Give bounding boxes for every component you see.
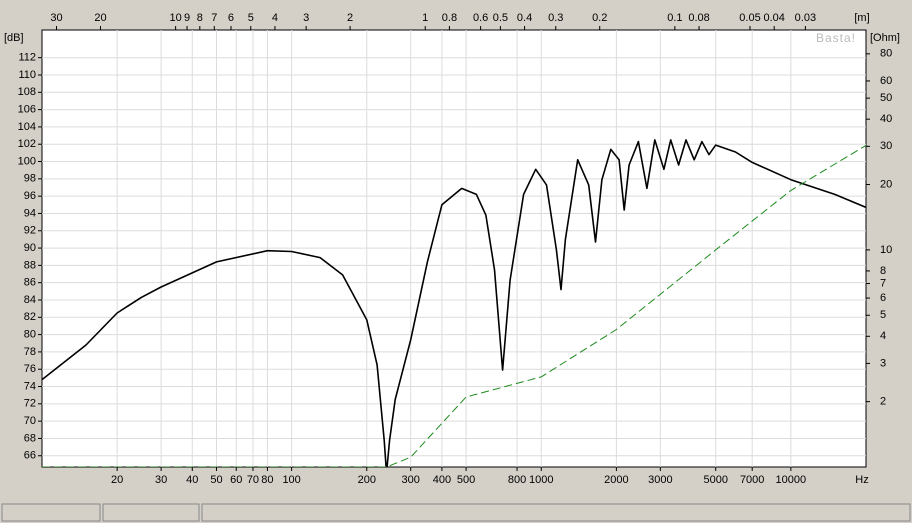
y-tick-label: 110 [18, 69, 36, 81]
status-panel [102, 503, 200, 522]
x-tick-label: 70 [247, 474, 259, 486]
y2-tick-label: 5 [880, 309, 886, 321]
x2-tick-label: 0.03 [795, 12, 816, 24]
y-tick-label: 112 [18, 52, 36, 64]
y-tick-label: 84 [24, 294, 36, 306]
y2-tick-label: 20 [880, 178, 892, 190]
status-panel [1, 503, 101, 522]
x-tick-label: 5000 [703, 474, 727, 486]
y-tick-label: 98 [24, 173, 36, 185]
x2-tick-label: 2 [347, 12, 353, 24]
y2-tick-label: 6 [880, 292, 886, 304]
x2-tick-label: 4 [272, 12, 278, 24]
x-axis-unit: Hz [855, 474, 868, 486]
y-tick-label: 68 [24, 432, 36, 444]
x-tick-label: 10000 [776, 474, 807, 486]
x2-tick-label: 7 [211, 12, 217, 24]
x2-tick-label: 8 [197, 12, 203, 24]
y2-tick-label: 8 [880, 265, 886, 277]
x2-tick-label: 10 [169, 12, 181, 24]
x2-tick-label: 0.3 [548, 12, 563, 24]
x-tick-label: 80 [261, 474, 273, 486]
x-tick-label: 60 [230, 474, 242, 486]
x2-tick-label: 0.4 [517, 12, 532, 24]
x-tick-label: 1000 [529, 474, 553, 486]
y2-tick-label: 3 [880, 357, 886, 369]
y-tick-label: 80 [24, 329, 36, 341]
x-tick-label: 3000 [648, 474, 672, 486]
x-tick-label: 100 [282, 474, 300, 486]
status-bar [0, 500, 912, 523]
x-tick-label: 200 [358, 474, 376, 486]
x2-tick-label: 30 [50, 12, 62, 24]
y-tick-label: 106 [18, 104, 36, 116]
y-tick-label: 76 [24, 363, 36, 375]
y-tick-label: 86 [24, 277, 36, 289]
y-tick-label: 94 [24, 207, 36, 219]
watermark: Basta! [816, 31, 856, 45]
y-tick-label: 100 [18, 155, 36, 167]
grid [42, 30, 866, 467]
y-tick-label: 108 [18, 86, 36, 98]
y-axis-label: [dB] [4, 32, 24, 44]
x-tick-label: 2000 [604, 474, 628, 486]
status-bar-bg [0, 500, 912, 523]
y-tick-label: 102 [18, 138, 36, 150]
series-line [42, 144, 866, 467]
y2-tick-label: 60 [880, 75, 892, 87]
y-tick-label: 72 [24, 398, 36, 410]
x2-tick-label: 0.5 [493, 12, 508, 24]
x2-tick-label: 5 [248, 12, 254, 24]
x-tick-label: 7000 [740, 474, 764, 486]
y-tick-label: 66 [24, 450, 36, 462]
x2-tick-label: 20 [94, 12, 106, 24]
status-panel [201, 503, 911, 522]
y-tick-label: 90 [24, 242, 36, 254]
x2-tick-label: 9 [184, 12, 190, 24]
x2-tick-label: 0.6 [473, 12, 488, 24]
x2-tick-label: 0.2 [592, 12, 607, 24]
y2-tick-label: 7 [880, 277, 886, 289]
y-tick-label: 70 [24, 415, 36, 427]
y-tick-label: 78 [24, 346, 36, 358]
y2-tick-label: 30 [880, 140, 892, 152]
x2-tick-label: 3 [303, 12, 309, 24]
y2-tick-label: 50 [880, 92, 892, 104]
x2-tick-label: 0.8 [442, 12, 457, 24]
x2-tick-label: 0.04 [763, 12, 784, 24]
x-tick-label: 40 [186, 474, 198, 486]
x-tick-label: 500 [457, 474, 475, 486]
x-tick-label: 50 [210, 474, 222, 486]
x-tick-label: 300 [402, 474, 420, 486]
x2-tick-label: 1 [422, 12, 428, 24]
y2-axis-label: [Ohm] [870, 32, 900, 44]
y-tick-label: 88 [24, 259, 36, 271]
x-tick-label: 400 [433, 474, 451, 486]
series-line [42, 139, 866, 467]
y-tick-label: 82 [24, 311, 36, 323]
x2-axis-unit: [m] [854, 12, 869, 24]
y2-tick-label: 2 [880, 396, 886, 408]
x-tick-label: 20 [111, 474, 123, 486]
x-tick-label: 30 [155, 474, 167, 486]
x2-tick-label: 0.08 [688, 12, 709, 24]
y2-tick-label: 4 [880, 330, 886, 342]
y2-tick-label: 80 [880, 48, 892, 60]
x2-tick-label: 0.05 [739, 12, 760, 24]
y2-tick-label: 40 [880, 113, 892, 125]
x-tick-label: 800 [508, 474, 526, 486]
y-tick-label: 74 [24, 380, 36, 392]
y-tick-label: 96 [24, 190, 36, 202]
y-tick-label: 92 [24, 225, 36, 237]
x2-tick-label: 6 [228, 12, 234, 24]
y-tick-label: 104 [18, 121, 36, 133]
y2-tick-label: 10 [880, 244, 892, 256]
x2-tick-label: 0.1 [667, 12, 682, 24]
